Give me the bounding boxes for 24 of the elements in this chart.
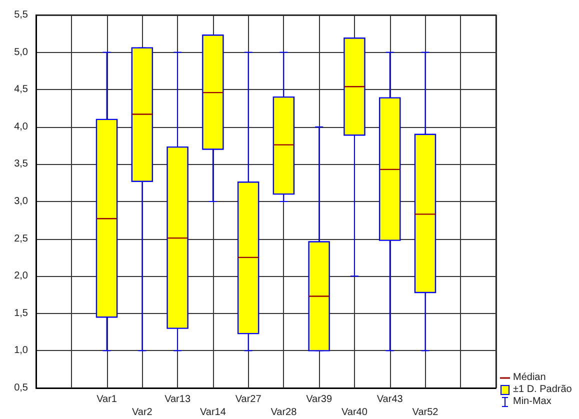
y-tick-label: 5,0: [14, 46, 28, 58]
y-tick-label: 3,5: [14, 158, 28, 170]
y-tick-label: 3,0: [14, 196, 28, 207]
x-tick-label: Var27: [235, 394, 262, 405]
x-tick-label: Var14: [200, 407, 226, 418]
y-tick-label: 1,0: [14, 345, 28, 356]
y-tick-label: 5,5: [14, 10, 28, 20]
legend-label: ±1 D. Padrão: [513, 384, 572, 396]
y-tick-label: 1,5: [14, 308, 28, 319]
x-tick-label: Var39: [306, 394, 332, 405]
x-tick-label: Var1: [96, 394, 118, 405]
x-tick-label: Var2: [132, 407, 153, 418]
text: Médian: [513, 372, 546, 384]
y-tick-label: 0,5: [14, 382, 28, 394]
x-tick-label: Var52: [412, 407, 439, 418]
x-tick-label: Var40: [341, 407, 368, 418]
y-tick-label: 4,5: [14, 84, 28, 96]
y-tick-label: 2,5: [14, 233, 28, 244]
x-tick-label: Var28: [270, 407, 298, 418]
y-tick-label: 4,0: [14, 121, 28, 132]
text: Min-Max: [513, 396, 552, 408]
x-tick-label: Var43: [376, 394, 404, 405]
x-tick-label: Var13: [164, 394, 191, 405]
y-tick-label: 2,0: [14, 270, 28, 282]
